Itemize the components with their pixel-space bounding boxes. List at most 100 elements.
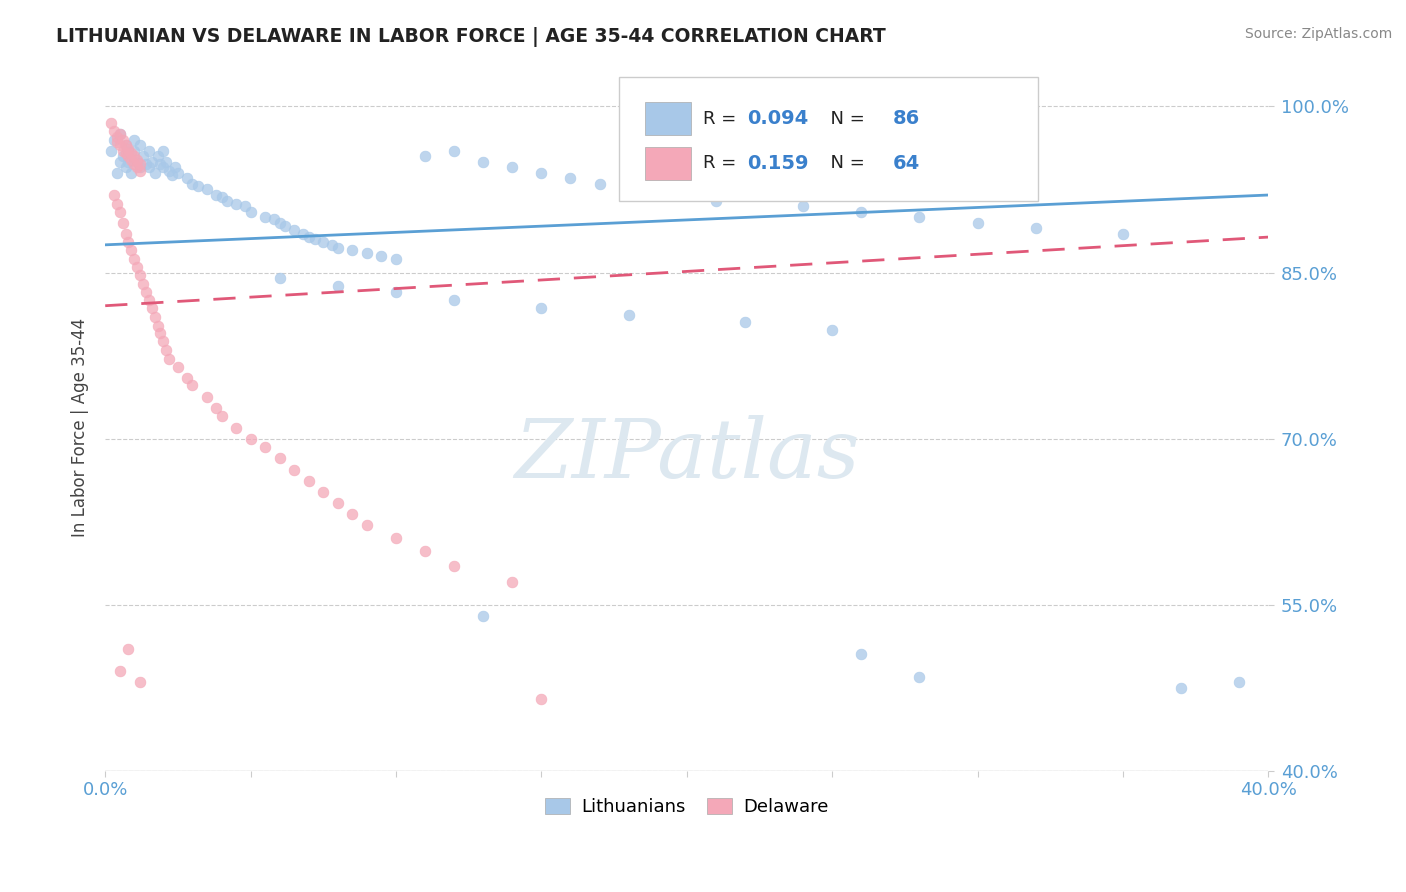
Point: [472, 608, 495, 623]
Point: [342, 507, 364, 521]
Point: [111, 144, 134, 158]
Text: N =: N =: [820, 110, 870, 128]
Point: [146, 149, 169, 163]
Point: [298, 230, 321, 244]
Point: [1025, 221, 1047, 235]
Point: [127, 153, 149, 167]
Point: [443, 558, 465, 573]
Point: [734, 315, 756, 329]
Point: [1112, 227, 1135, 241]
Point: [204, 401, 226, 415]
Point: [254, 210, 277, 224]
Point: [100, 116, 122, 130]
Point: [108, 127, 131, 141]
Point: [143, 310, 166, 324]
Point: [157, 163, 180, 178]
Point: [908, 210, 931, 224]
Point: [149, 326, 172, 341]
Point: [298, 474, 321, 488]
Point: [129, 161, 152, 175]
FancyBboxPatch shape: [619, 78, 1038, 201]
Point: [105, 197, 128, 211]
Point: [211, 409, 233, 424]
Point: [966, 216, 988, 230]
Point: [472, 154, 495, 169]
Point: [124, 149, 146, 163]
Point: [127, 154, 149, 169]
Point: [108, 127, 131, 141]
Point: [269, 216, 291, 230]
Point: [239, 432, 262, 446]
Point: [167, 166, 190, 180]
Point: [356, 245, 378, 260]
Text: ZIPatlas: ZIPatlas: [515, 415, 859, 495]
Point: [138, 161, 160, 175]
Point: [1170, 681, 1192, 695]
Point: [283, 462, 305, 476]
Text: 0.159: 0.159: [747, 153, 808, 173]
Point: [114, 138, 136, 153]
Point: [129, 163, 152, 178]
Text: LITHUANIAN VS DELAWARE IN LABOR FORCE | AGE 35-44 CORRELATION CHART: LITHUANIAN VS DELAWARE IN LABOR FORCE | …: [56, 27, 886, 46]
Point: [138, 144, 160, 158]
Point: [851, 204, 873, 219]
Point: [269, 271, 291, 285]
Point: [792, 199, 814, 213]
Point: [117, 641, 139, 656]
Point: [413, 544, 436, 558]
Point: [127, 161, 149, 175]
Point: [181, 177, 204, 191]
Point: [560, 171, 582, 186]
Point: [176, 370, 198, 384]
Point: [127, 260, 149, 274]
Text: 0.094: 0.094: [747, 109, 808, 128]
Legend: Lithuanians, Delaware: Lithuanians, Delaware: [537, 790, 835, 823]
Point: [124, 157, 146, 171]
Point: [155, 343, 177, 357]
Point: [117, 142, 139, 156]
Point: [274, 219, 297, 233]
Point: [254, 441, 277, 455]
Point: [443, 293, 465, 308]
Point: [141, 154, 163, 169]
Point: [239, 204, 262, 219]
Point: [111, 149, 134, 163]
Point: [152, 161, 174, 175]
Point: [195, 390, 218, 404]
Point: [114, 161, 136, 175]
Point: [283, 223, 305, 237]
Point: [312, 484, 335, 499]
Point: [326, 496, 349, 510]
Point: [195, 182, 218, 196]
Point: [356, 517, 378, 532]
Point: [103, 133, 125, 147]
Point: [105, 130, 128, 145]
Point: [321, 237, 343, 252]
Point: [675, 188, 697, 202]
Point: [120, 244, 142, 258]
Text: 64: 64: [893, 153, 920, 173]
Point: [530, 691, 553, 706]
Point: [120, 153, 142, 167]
Point: [269, 451, 291, 466]
Point: [103, 188, 125, 202]
Text: N =: N =: [820, 154, 870, 172]
Point: [312, 235, 335, 249]
Point: [132, 149, 155, 163]
Point: [141, 301, 163, 315]
Point: [129, 157, 152, 171]
Point: [160, 168, 183, 182]
Point: [132, 277, 155, 291]
Point: [326, 278, 349, 293]
Point: [326, 241, 349, 255]
Point: [225, 420, 247, 434]
Point: [135, 157, 157, 171]
Point: [117, 144, 139, 158]
Point: [304, 232, 326, 246]
Point: [588, 177, 610, 191]
Point: [117, 235, 139, 249]
Point: [108, 154, 131, 169]
Point: [152, 334, 174, 348]
Point: [124, 252, 146, 267]
Point: [143, 166, 166, 180]
